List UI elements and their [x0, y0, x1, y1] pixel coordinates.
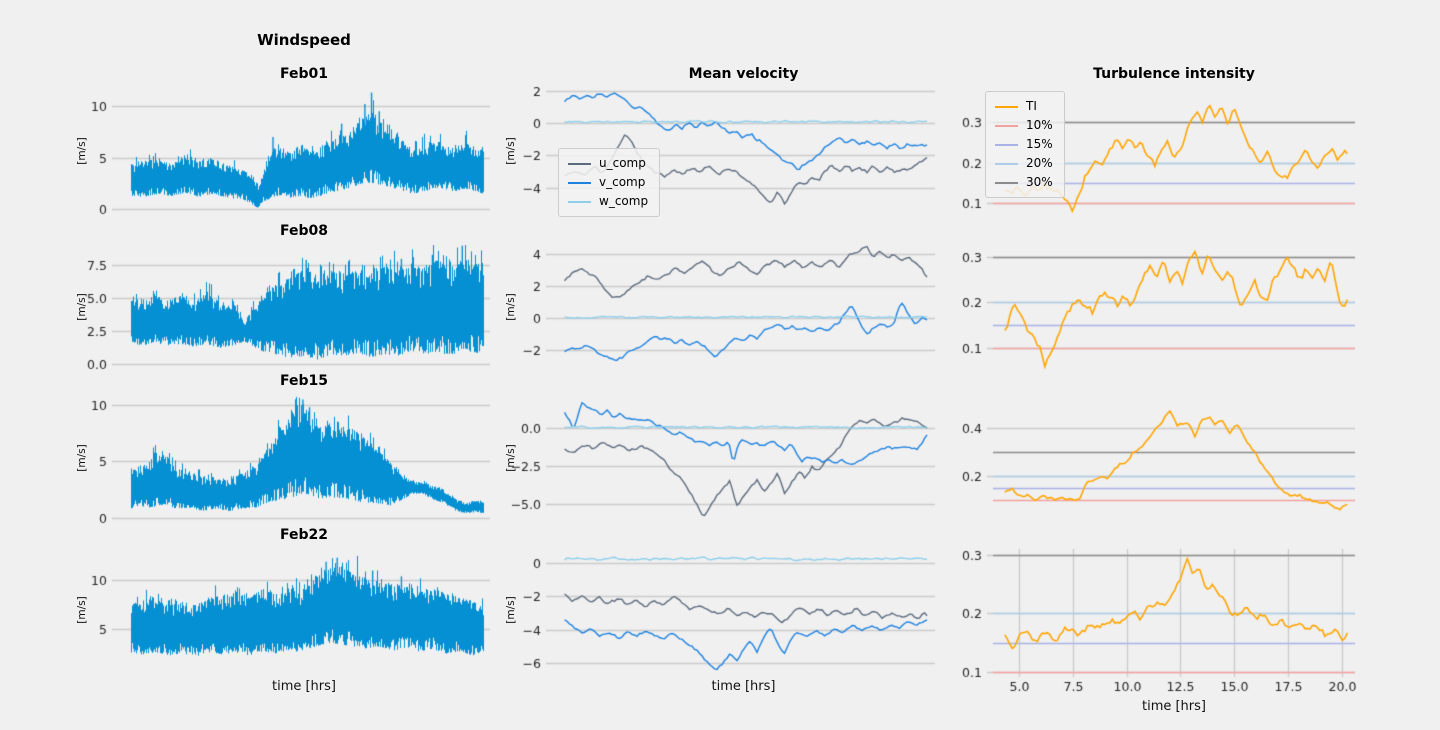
ylabel-ms-feb22-wind: [m/s] [76, 596, 88, 624]
ylabel-ms-feb08-wind: [m/s] [76, 293, 88, 321]
xlabel-turbulence: time [hrs] [1141, 699, 1206, 714]
xlabel-windspeed: time [hrs] [271, 679, 336, 694]
legend-label: TI [1026, 99, 1037, 113]
legend-label: w_comp [599, 194, 649, 208]
ylabel-ms-feb08-mv: [m/s] [505, 293, 517, 321]
legend-swatch-icon [568, 181, 591, 184]
legend-turbulence: TI 10% 15% 20% 30% [985, 91, 1065, 198]
panel-title-feb08: Feb08 [280, 223, 328, 239]
legend-label: 20% [1026, 156, 1053, 170]
xlabel-mean-velocity: time [hrs] [711, 679, 776, 694]
legend-mean-velocity: u_comp v_comp w_comp [558, 148, 661, 217]
legend-swatch-icon [995, 162, 1018, 165]
panel-title-feb22: Feb22 [280, 527, 328, 543]
legend-item-w_comp: w_comp [568, 192, 648, 211]
ylabel-ms-feb15-wind: [m/s] [76, 444, 88, 472]
legend-swatch-icon [568, 162, 591, 165]
legend-label: 10% [1026, 118, 1053, 132]
panel-title-feb01: Feb01 [280, 66, 328, 82]
legend-swatch-icon [995, 124, 1018, 127]
panel-title-mean-velocity: Mean velocity [688, 66, 799, 82]
legend-swatch-icon [995, 143, 1018, 146]
ylabel-ms-feb15-mv: [m/s] [505, 444, 517, 472]
legend-item-10pct: 10% [995, 116, 1053, 135]
panel-title-turbulence-intensity: Turbulence intensity [1093, 66, 1255, 82]
legend-label: u_comp [599, 156, 646, 170]
legend-swatch-icon [995, 105, 1018, 108]
legend-item-15pct: 15% [995, 135, 1053, 154]
legend-item-u_comp: u_comp [568, 154, 648, 173]
ylabel-ms-feb01-mv: [m/s] [505, 137, 517, 165]
legend-swatch-icon [568, 200, 591, 203]
legend-swatch-icon [995, 181, 1018, 184]
suptitle-windspeed: Windspeed [257, 31, 351, 49]
panel-title-feb15: Feb15 [280, 373, 328, 389]
legend-label: v_comp [599, 175, 646, 189]
legend-item-TI: TI [995, 97, 1053, 116]
legend-label: 30% [1026, 175, 1053, 189]
legend-item-v_comp: v_comp [568, 173, 648, 192]
legend-item-30pct: 30% [995, 173, 1053, 192]
ylabel-ms-feb22-mv: [m/s] [505, 596, 517, 624]
legend-label: 15% [1026, 137, 1053, 151]
ylabel-ms-feb01-wind: [m/s] [76, 137, 88, 165]
legend-item-20pct: 20% [995, 154, 1053, 173]
